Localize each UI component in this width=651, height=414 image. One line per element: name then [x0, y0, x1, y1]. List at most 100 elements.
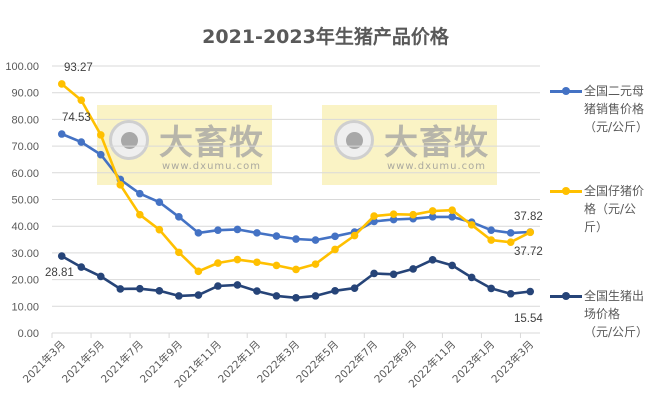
- sow-price-series: [57, 130, 535, 244]
- data-point-marker: [194, 229, 203, 237]
- legend-label: 全国仔猪价格（元/公斤）: [584, 184, 645, 234]
- data-point-marker: [448, 261, 456, 270]
- data-point-marker: [136, 189, 144, 198]
- piglet-price-series: [57, 80, 535, 276]
- data-point-marker: [155, 287, 164, 295]
- data-point-marker: [97, 131, 105, 139]
- y-tick-label: 60.00: [11, 168, 39, 180]
- data-point-marker: [77, 138, 86, 146]
- data-point-marker: [506, 229, 515, 237]
- data-point-marker: [467, 221, 476, 229]
- data-point-marker: [272, 292, 281, 300]
- chart-title: 2021-2023年生猪产品价格: [202, 26, 449, 48]
- data-point-marker: [350, 284, 359, 292]
- watermark-url: www.dxumu.com: [387, 161, 487, 172]
- data-point-marker: [487, 226, 496, 235]
- data-point-marker: [370, 269, 378, 278]
- data-point-marker: [253, 229, 261, 237]
- data-point-marker: [233, 255, 242, 264]
- legend-line-marker-icon: [550, 87, 582, 95]
- data-point-marker: [155, 198, 164, 206]
- y-tick-label: 40.00: [11, 221, 39, 233]
- legend-line-marker-icon: [550, 292, 582, 300]
- data-point-marker: [526, 228, 535, 237]
- watermark-left: 大畜牧 www.dxumu.com: [97, 105, 272, 185]
- data-point-marker: [409, 265, 417, 273]
- data-point-marker: [292, 265, 300, 274]
- legend-item-piglet: 全国仔猪价格（元/公斤）: [550, 182, 650, 236]
- data-point-marker: [233, 281, 242, 289]
- x-tick-label: 2023年3月: [489, 338, 537, 386]
- data-point-marker: [136, 284, 144, 293]
- data-point-marker: [233, 225, 242, 234]
- legend-item-sow: 全国二元母猪销售价格（元/公斤）: [550, 82, 650, 136]
- data-point-marker: [389, 215, 398, 224]
- y-tick-label: 10.00: [11, 301, 39, 313]
- data-point-marker: [214, 226, 222, 235]
- data-point-marker: [292, 235, 300, 243]
- data-point-marker: [214, 259, 222, 267]
- data-point-marker: [428, 256, 437, 264]
- data-point-marker: [487, 236, 496, 244]
- legend-label: 全国二元母猪销售价格（元/公斤）: [584, 84, 649, 134]
- data-point-marker: [97, 272, 105, 281]
- data-point-marker: [467, 273, 476, 282]
- data-point-marker: [331, 245, 339, 254]
- y-tick-label: 0.00: [18, 328, 39, 340]
- data-point-marker: [448, 206, 456, 214]
- data-point-marker: [526, 287, 535, 296]
- data-point-marker: [253, 258, 261, 267]
- watermark-url: www.dxumu.com: [162, 161, 262, 172]
- data-point-marker: [116, 181, 125, 189]
- data-label: 74.53: [62, 112, 91, 124]
- watermark-logo-icon: [109, 120, 149, 160]
- data-label: 15.54: [514, 313, 543, 325]
- legend-label: 全国生猪出场价格（元/公斤）: [584, 289, 649, 339]
- data-point-marker: [272, 261, 281, 270]
- data-point-marker: [214, 282, 222, 290]
- data-point-marker: [409, 210, 417, 219]
- data-point-marker: [57, 130, 66, 138]
- watermark-name: 大畜牧: [159, 123, 264, 163]
- y-tick-label: 80.00: [11, 114, 39, 126]
- data-point-marker: [155, 225, 164, 234]
- data-label: 37.72: [514, 246, 543, 258]
- watermark-right: 大畜牧 www.dxumu.com: [322, 105, 497, 185]
- data-point-marker: [331, 232, 339, 241]
- data-point-marker: [97, 150, 105, 159]
- data-point-marker: [331, 287, 339, 295]
- data-point-marker: [350, 231, 359, 240]
- data-label: 37.82: [514, 211, 543, 223]
- legend-item-hog: 全国生猪出场价格（元/公斤）: [550, 287, 650, 341]
- data-point-marker: [253, 287, 261, 295]
- watermark-name: 大畜牧: [384, 123, 489, 163]
- data-point-marker: [136, 210, 144, 219]
- data-point-marker: [57, 252, 66, 260]
- watermark-logo-icon: [334, 120, 374, 160]
- data-point-marker: [311, 236, 320, 244]
- data-point-marker: [506, 238, 515, 247]
- data-point-marker: [175, 292, 183, 300]
- data-point-marker: [311, 292, 320, 300]
- y-tick-label: 50.00: [11, 195, 39, 207]
- data-point-marker: [175, 248, 183, 257]
- data-label: 28.81: [45, 267, 74, 279]
- y-tick-label: 30.00: [11, 248, 39, 260]
- data-label: 93.27: [64, 62, 93, 74]
- data-point-marker: [370, 212, 378, 220]
- y-tick-label: 100.00: [5, 61, 39, 73]
- data-point-marker: [311, 260, 320, 268]
- data-point-marker: [448, 213, 456, 221]
- data-point-marker: [272, 232, 281, 240]
- data-point-marker: [389, 210, 398, 218]
- data-point-marker: [77, 263, 86, 271]
- y-tick-label: 90.00: [11, 88, 39, 100]
- data-point-marker: [506, 289, 515, 298]
- data-point-marker: [116, 285, 125, 293]
- hog-price-series: [57, 252, 535, 302]
- data-point-marker: [175, 213, 183, 221]
- y-tick-label: 20.00: [11, 275, 39, 287]
- data-point-marker: [428, 207, 437, 215]
- data-point-marker: [292, 293, 300, 302]
